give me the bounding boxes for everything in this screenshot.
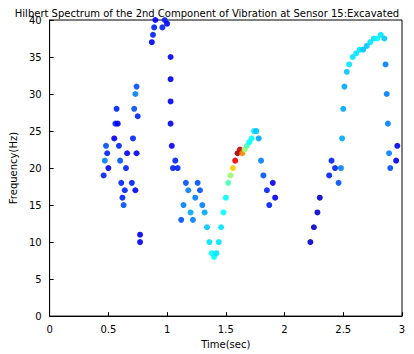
svg-text:5: 5 bbox=[35, 274, 41, 285]
svg-text:20: 20 bbox=[29, 163, 42, 174]
svg-text:0: 0 bbox=[46, 324, 52, 335]
svg-text:0.5: 0.5 bbox=[100, 324, 116, 335]
svg-text:0: 0 bbox=[35, 311, 41, 322]
svg-text:1.5: 1.5 bbox=[218, 324, 234, 335]
svg-text:1: 1 bbox=[164, 324, 170, 335]
svg-text:3: 3 bbox=[399, 324, 405, 335]
svg-text:25: 25 bbox=[29, 126, 42, 137]
svg-text:Frequency(Hz): Frequency(Hz) bbox=[8, 132, 19, 204]
svg-text:2: 2 bbox=[281, 324, 287, 335]
svg-text:15: 15 bbox=[29, 200, 42, 211]
svg-text:Time(sec): Time(sec) bbox=[200, 339, 250, 350]
svg-text:2.5: 2.5 bbox=[335, 324, 351, 335]
svg-text:Hilbert Spectrum of the 2nd Co: Hilbert Spectrum of the 2nd Component of… bbox=[15, 8, 399, 19]
svg-text:10: 10 bbox=[29, 237, 42, 248]
svg-text:40: 40 bbox=[28, 14, 42, 26]
svg-text:30: 30 bbox=[29, 89, 42, 100]
svg-text:35: 35 bbox=[29, 52, 42, 63]
